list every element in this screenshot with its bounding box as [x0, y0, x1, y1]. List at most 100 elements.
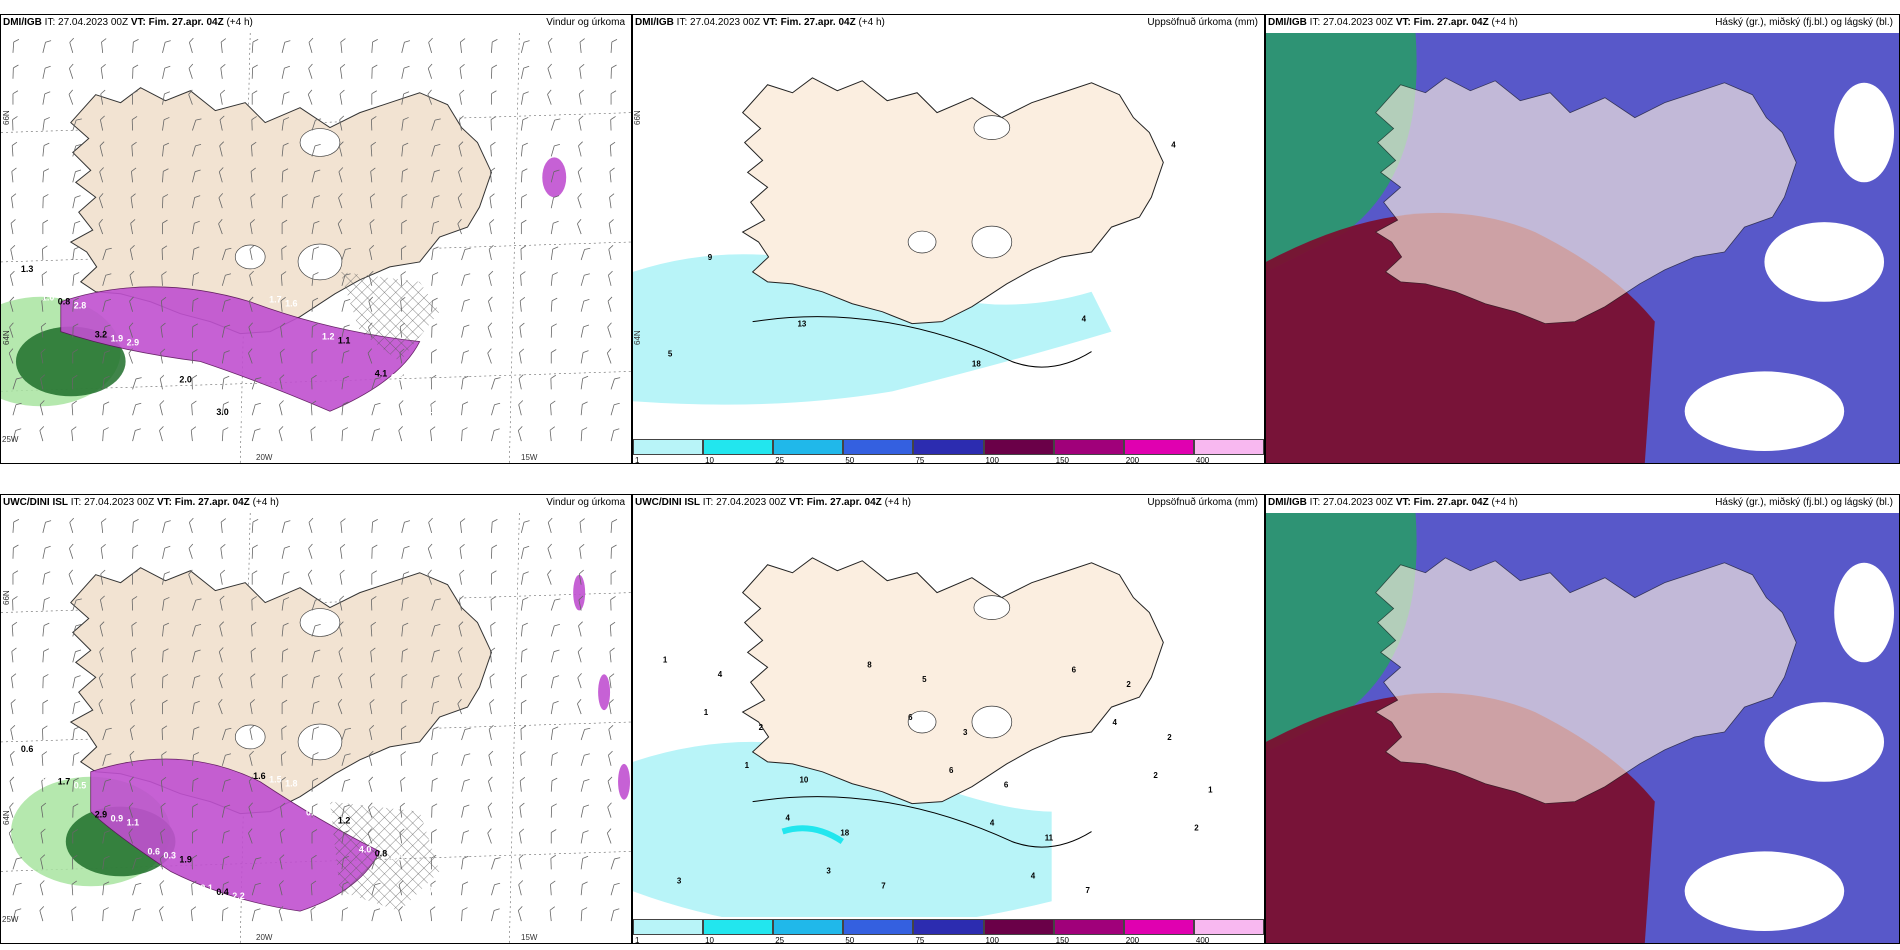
precip-value-label: 2.9 [444, 889, 456, 899]
precip-value-label: 4 [1112, 718, 1117, 727]
wind-barb [368, 750, 374, 766]
wind-barb [281, 674, 288, 689]
wind-barb [609, 141, 616, 157]
wind-barb [39, 906, 45, 922]
precip-value-label: 4 [786, 814, 791, 823]
wind-barb [192, 144, 202, 157]
precip-colorbar: 1 10 25 50 75 100 150 200 400 [633, 437, 1264, 463]
wind-barb [547, 37, 553, 54]
wind-barb [310, 426, 316, 442]
wind-barb [160, 828, 166, 844]
precip-value-label: 6 [1072, 665, 1077, 674]
wind-barb [607, 776, 613, 792]
wind-barb [192, 675, 201, 689]
init-time-label: IT: [1309, 17, 1321, 28]
valid-time-label: VT: [1395, 497, 1411, 508]
wind-barb [547, 543, 552, 559]
colorbar-tick-label: 200 [1125, 456, 1140, 464]
wind-barb [550, 777, 558, 792]
low-cloud-layer [1266, 513, 1417, 752]
wind-barb [281, 219, 288, 235]
wind-barb [129, 296, 134, 312]
wind-barb [279, 374, 285, 390]
wind-barb [519, 777, 526, 792]
wind-barb [401, 117, 409, 131]
wind-barb [311, 726, 320, 740]
map-svg [1266, 33, 1899, 463]
precip-value-label: 4 [1082, 315, 1087, 324]
wind-barb [550, 649, 560, 663]
wind-barb [72, 118, 82, 131]
wind-barb [12, 857, 23, 870]
wind-barb [399, 374, 404, 390]
wind-barb [132, 377, 142, 390]
wind-barb [279, 348, 285, 364]
wind-barb [251, 116, 257, 131]
precip-value-label: 1 [704, 708, 709, 717]
precip-value-label: 0.8 [232, 411, 244, 421]
wind-barb [102, 427, 109, 442]
colorbar-swatch [1123, 439, 1194, 455]
valid-time-label: VT: [130, 17, 146, 28]
wind-barb [518, 880, 524, 896]
wind-barb [458, 621, 464, 637]
wind-barb [11, 621, 18, 637]
wind-barb [311, 272, 319, 286]
wind-barb [9, 322, 14, 338]
wind-barb [311, 752, 319, 766]
wind-barb [11, 673, 17, 689]
wind-barb [457, 699, 462, 715]
wind-barb [12, 64, 19, 79]
init-time-label: IT: [702, 497, 714, 508]
wind-barb [281, 142, 289, 157]
wind-barb [461, 753, 471, 766]
precip-value-label: 6 [949, 766, 954, 775]
wind-barb [489, 647, 496, 663]
precip-value-label: 0.8 [375, 848, 387, 858]
precip-value-label: 0.6 [148, 846, 160, 856]
wind-barb [339, 89, 345, 105]
wind-barb [162, 597, 170, 611]
wind-barb [431, 726, 439, 740]
wind-barb [307, 569, 313, 585]
wind-barb [371, 90, 378, 105]
wind-barb [400, 271, 406, 286]
wind-barb [311, 349, 318, 364]
longitude-label: 20W [256, 453, 273, 462]
wind-barb [549, 906, 555, 922]
cloud-panel-bottom: DMI/IGB IT: 27.04.2023 00Z VT: Fim. 27.a… [1265, 494, 1900, 944]
wind-barb [129, 776, 134, 792]
wind-barb [42, 545, 51, 559]
init-time-label: IT: [70, 497, 82, 508]
wind-barb [550, 144, 560, 157]
wind-barb [311, 777, 319, 792]
wind-barb [130, 699, 136, 715]
wind-barb [218, 647, 224, 663]
wind-barb [191, 726, 200, 740]
wind-barb [102, 375, 110, 390]
colorbar-tick-label: 400 [1195, 456, 1210, 464]
wind-barb [279, 828, 285, 844]
wind-barb [160, 777, 167, 792]
lead-time: (+4 h) [226, 17, 253, 28]
wind-barb [547, 569, 552, 585]
panel-header-left: DMI/IGB IT: 27.04.2023 00Z VT: Fim. 27.a… [635, 17, 885, 28]
wind-barb [72, 246, 80, 260]
colorbar-tick-label: 50 [845, 936, 855, 944]
wind-barb [428, 37, 433, 54]
iceland-landmass [1374, 77, 1797, 325]
wind-barb [457, 193, 463, 209]
init-time-label: IT: [1309, 497, 1321, 508]
wind-barb [461, 324, 470, 338]
wind-barb [491, 857, 501, 870]
wind-barb [41, 271, 48, 286]
wind-barb [102, 273, 112, 286]
wind-barb [339, 595, 345, 611]
wind-barb [580, 375, 589, 390]
wind-barb [400, 245, 407, 260]
precip-value-label: 1.9 [391, 372, 403, 382]
wind-barb [9, 802, 14, 818]
wind-barb [547, 517, 553, 534]
precip-value-label: 2.7 [322, 812, 334, 822]
wind-barb [280, 271, 287, 286]
